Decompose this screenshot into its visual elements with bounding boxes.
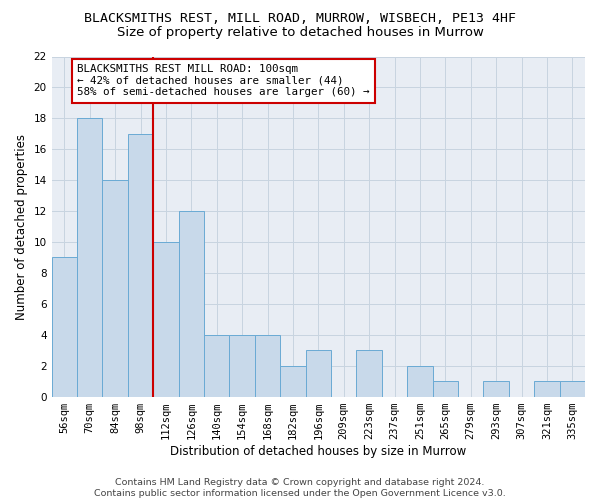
Bar (484, 381, 509, 396)
Bar (52, 258, 77, 396)
X-axis label: Distribution of detached houses by size in Murrow: Distribution of detached houses by size … (170, 444, 466, 458)
Bar (128, 134, 153, 396)
Text: Contains HM Land Registry data © Crown copyright and database right 2024.
Contai: Contains HM Land Registry data © Crown c… (94, 478, 506, 498)
Bar (407, 366, 433, 396)
Bar (204, 335, 229, 396)
Bar (103, 180, 128, 396)
Y-axis label: Number of detached properties: Number of detached properties (15, 134, 28, 320)
Bar (305, 350, 331, 397)
Bar (534, 381, 560, 396)
Bar (77, 118, 103, 396)
Bar (280, 366, 305, 396)
Bar (433, 381, 458, 396)
Bar (560, 381, 585, 396)
Bar (356, 350, 382, 397)
Bar (179, 211, 204, 396)
Text: BLACKSMITHS REST, MILL ROAD, MURROW, WISBECH, PE13 4HF: BLACKSMITHS REST, MILL ROAD, MURROW, WIS… (84, 12, 516, 26)
Bar (255, 335, 280, 396)
Bar (229, 335, 255, 396)
Text: BLACKSMITHS REST MILL ROAD: 100sqm
← 42% of detached houses are smaller (44)
58%: BLACKSMITHS REST MILL ROAD: 100sqm ← 42%… (77, 64, 370, 98)
Text: Size of property relative to detached houses in Murrow: Size of property relative to detached ho… (116, 26, 484, 39)
Bar (153, 242, 179, 396)
